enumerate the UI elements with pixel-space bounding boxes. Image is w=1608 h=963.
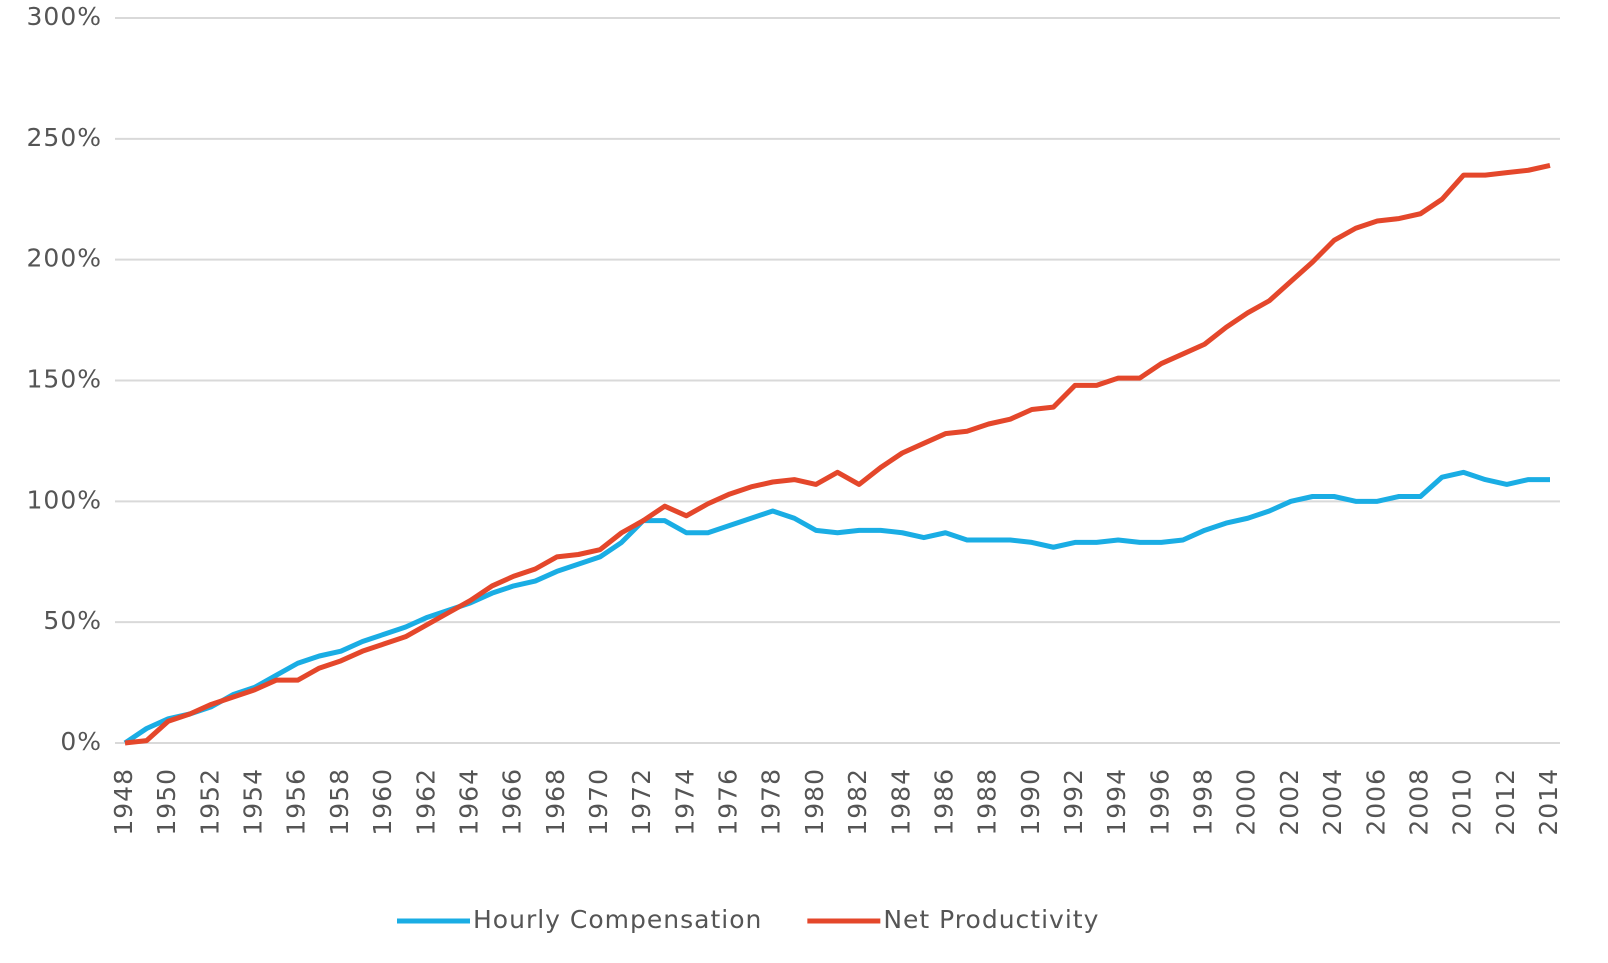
x-tick-label: 1994 [1102, 768, 1131, 836]
x-tick-label: 1950 [152, 768, 181, 836]
x-tick-label: 2010 [1448, 768, 1477, 836]
legend-label: Hourly Compensation [473, 905, 762, 934]
x-tick-label: 1952 [195, 768, 224, 836]
x-tick-label: 1964 [454, 768, 483, 836]
x-tick-label: 2002 [1275, 768, 1304, 836]
y-tick-label: 150% [27, 365, 102, 394]
x-tick-label: 1962 [411, 768, 440, 836]
series-line [124, 162, 1551, 746]
x-tick-label: 1990 [1016, 768, 1045, 836]
x-tick-label: 1956 [282, 768, 311, 836]
x-tick-label: 2006 [1361, 768, 1390, 836]
x-tick-label: 1972 [627, 768, 656, 836]
x-tick-label: 2000 [1232, 768, 1261, 836]
x-tick-label: 1982 [843, 768, 872, 836]
x-tick-label: 1976 [714, 768, 743, 836]
x-tick-label: 1996 [1145, 768, 1174, 836]
y-tick-label: 0% [60, 727, 102, 756]
x-tick-label: 1986 [929, 768, 958, 836]
x-tick-label: 1974 [670, 768, 699, 836]
x-tick-label: 1978 [757, 768, 786, 836]
y-tick-label: 100% [27, 485, 102, 514]
x-tick-label: 1958 [325, 768, 354, 836]
y-tick-label: 50% [43, 606, 102, 635]
x-tick-label: 1948 [109, 768, 138, 836]
x-tick-label: 2012 [1491, 768, 1520, 836]
y-tick-label: 250% [27, 123, 102, 152]
x-tick-label: 1960 [368, 768, 397, 836]
x-tick-label: 2004 [1318, 768, 1347, 836]
x-tick-label: 1998 [1189, 768, 1218, 836]
x-tick-label: 1966 [498, 768, 527, 836]
x-tick-label: 2014 [1534, 768, 1563, 836]
x-tick-label: 1980 [800, 768, 829, 836]
x-tick-label: 1954 [239, 768, 268, 836]
x-tick-label: 2008 [1404, 768, 1433, 836]
legend-label: Net Productivity [883, 905, 1099, 934]
x-tick-label: 1984 [886, 768, 915, 836]
x-tick-label: 1970 [584, 768, 613, 836]
x-tick-label: 1988 [973, 768, 1002, 836]
x-tick-label: 1992 [1059, 768, 1088, 836]
x-tick-label: 1968 [541, 768, 570, 836]
y-tick-label: 300% [27, 2, 102, 31]
series-line [123, 469, 1550, 746]
y-tick-label: 200% [27, 244, 102, 273]
